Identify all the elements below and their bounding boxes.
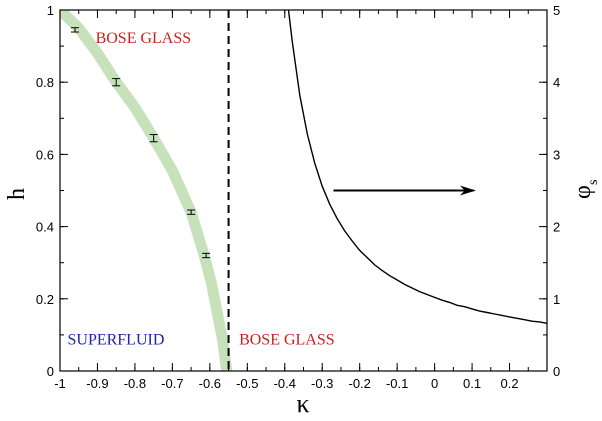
x-tick-label: 0.2 [500, 376, 518, 391]
plot-marks [60, 10, 547, 371]
error-bar [202, 252, 211, 259]
y-left-tick-label: 0 [47, 364, 54, 379]
x-axis-title: κ [296, 389, 309, 418]
x-tick-label: -0.1 [386, 376, 408, 391]
axis-ticks: -1 -0.9 -0.8 -0.7 -0.6 -0.5 -0.4 -0.3 -0.2 -0.1 0 0… [36, 3, 560, 391]
right-y-axis-title: φ s [570, 180, 601, 199]
right-y-axis-symbol: φ [570, 185, 596, 199]
arrow-head [459, 185, 476, 196]
x-tick-label: 0 [431, 376, 438, 391]
phase-boundary-band [60, 10, 233, 371]
region-labels: BOSE GLASS SUPERFLUID BOSE GLASS [67, 30, 334, 348]
y-left-tick-label: 0.6 [36, 147, 54, 162]
y-left-tick-label: 1 [47, 3, 54, 18]
region-label: BOSE GLASS [239, 332, 335, 349]
right-y-axis-subscript: s [586, 180, 601, 185]
region-label: SUPERFLUID [67, 332, 164, 349]
x-tick-label: -0.4 [274, 376, 296, 391]
y-right-tick-label: 4 [553, 75, 560, 90]
x-tick-label: -0.2 [348, 376, 370, 391]
error-bar [187, 209, 196, 215]
error-bar [112, 78, 121, 87]
region-label: BOSE GLASS [96, 30, 192, 47]
phi-s-curve [287, 10, 547, 324]
left-y-axis-title: h [4, 188, 30, 200]
x-tick-label: -0.3 [311, 376, 333, 391]
x-tick-label: -1 [54, 376, 66, 391]
x-tick-label: -0.8 [124, 376, 146, 391]
x-tick-label: -0.6 [199, 376, 221, 391]
x-tick-label: -0.9 [86, 376, 108, 391]
error-bar [70, 27, 79, 33]
y-left-tick-label: 0.4 [36, 220, 54, 235]
y-left-tick-label: 0.2 [36, 292, 54, 307]
y-right-tick-label: 3 [553, 147, 560, 162]
x-tick-label: -0.5 [236, 376, 258, 391]
y-right-tick-label: 1 [553, 292, 560, 307]
x-tick-label: 0.1 [463, 376, 481, 391]
x-tick-label: -0.7 [161, 376, 183, 391]
y-right-tick-label: 2 [553, 220, 560, 235]
y-right-tick-label: 5 [553, 3, 560, 18]
y-left-tick-label: 0.8 [36, 75, 54, 90]
y-right-tick-label: 0 [553, 364, 560, 379]
error-bar [149, 134, 158, 143]
